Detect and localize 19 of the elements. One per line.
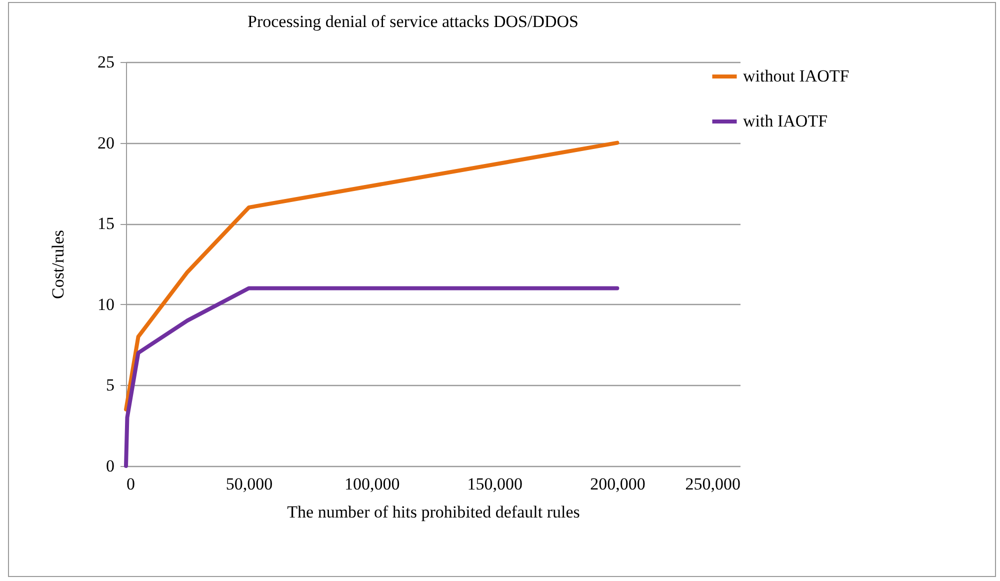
- x-tick-label: 250,000: [685, 474, 740, 494]
- legend-label: with IAOTF: [743, 112, 828, 130]
- chart-title: Processing denial of service attacks DOS/DDOS: [248, 12, 578, 31]
- y-axis-title: Cost/rules: [48, 230, 68, 299]
- x-tick-label: 0: [126, 474, 135, 494]
- x-axis-title: The number of hits prohibited default rules: [287, 502, 580, 522]
- line-series: [124, 286, 620, 468]
- y-tick-label: 15: [98, 214, 114, 234]
- y-tick-label: 0: [106, 456, 114, 476]
- x-tick-label: 50,000: [226, 474, 273, 494]
- y-tick-label: 20: [98, 133, 114, 152]
- x-tick-label: 100,000: [344, 474, 400, 494]
- x-tick-label: 200,000: [590, 474, 646, 494]
- legend-label: without IAOTF: [743, 66, 850, 86]
- y-tick-label: 10: [98, 294, 114, 314]
- y-tick-label: 5: [106, 376, 114, 395]
- line-series: [124, 140, 620, 412]
- y-tick-label: 25: [98, 52, 114, 72]
- x-tick-label: 150,000: [467, 474, 523, 494]
